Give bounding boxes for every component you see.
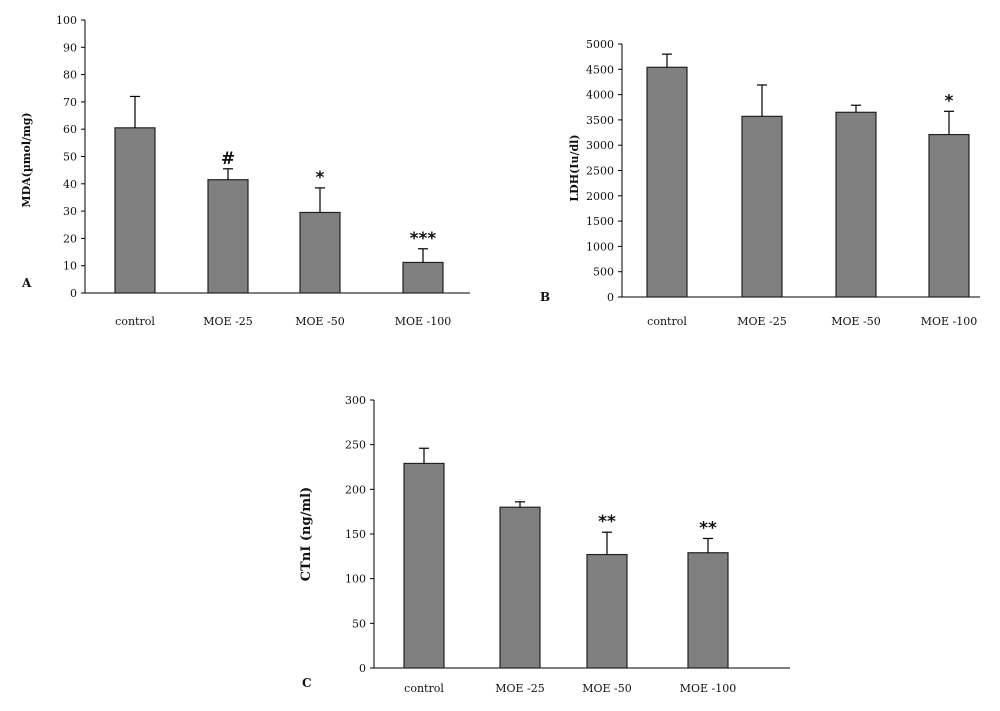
chart-c-category-label-0: control <box>404 682 444 695</box>
chart-b-y-tick-label: 2000 <box>586 190 614 203</box>
chart-c-significance-2: ** <box>598 512 616 532</box>
chart-c-category-label-3: MOE -100 <box>680 682 737 695</box>
chart-a-y-tick-label: 20 <box>63 232 77 245</box>
chart-a-bar-3 <box>402 261 444 294</box>
chart-b-significance-3: * <box>945 91 954 111</box>
chart-a-category-label-1: MOE -25 <box>203 315 253 328</box>
chart-b-y-tick-label: 3500 <box>586 114 614 127</box>
chart-b-panel-label: B <box>540 290 550 304</box>
chart-b-category-label-1: MOE -25 <box>737 315 787 328</box>
chart-a-y-tick-label: 40 <box>63 178 77 191</box>
chart-c-bar-2 <box>586 553 628 669</box>
chart-c-y-tick-label: 150 <box>345 528 366 541</box>
chart-b-y-tick-label: 2500 <box>586 165 614 178</box>
chart-a-significance-3: *** <box>410 229 437 249</box>
chart-panel-b: 0 500 1000 1500 2000 2500 3000 3500 4000 4500 5000… <box>500 0 1000 340</box>
chart-c-category-label-1: MOE -25 <box>495 682 545 695</box>
chart-a-y-tick-label: 0 <box>70 287 77 300</box>
chart-b-category-label-2: MOE -50 <box>831 315 881 328</box>
chart-a-bar-2 <box>299 211 341 294</box>
chart-b-y-axis-label: LDH(Iu/dl) <box>568 134 581 201</box>
chart-a-significance-1: # <box>221 149 235 169</box>
chart-c-y-axis-label: CTnI (ng/ml) <box>299 487 314 581</box>
chart-a-y-tick-label: 80 <box>63 69 77 82</box>
chart-c-y-tick-label: 50 <box>352 617 366 630</box>
chart-a-panel-label: A <box>21 276 32 290</box>
chart-a-category-label-0: control <box>115 315 155 328</box>
chart-c-y-tick-label: 300 <box>345 394 366 407</box>
chart-c-y-tick-label: 100 <box>345 573 366 586</box>
chart-b-y-tick-label: 500 <box>593 266 614 279</box>
chart-panel-c: 0 50 100 150 200 250 300 control MOE -25 ** MOE -5… <box>250 380 810 707</box>
chart-a-category-label-3: MOE -100 <box>395 315 452 328</box>
chart-a-y-axis-label: MDA(µmol/mg) <box>20 112 33 207</box>
chart-c-y-tick-label: 0 <box>359 662 366 675</box>
chart-b-category-label-3: MOE -100 <box>921 315 978 328</box>
chart-b-svg: 0 500 1000 1500 2000 2500 3000 3500 4000 4500 5000… <box>540 38 980 328</box>
chart-c-svg: 0 50 100 150 200 250 300 control MOE -25 ** MOE -5… <box>299 394 790 695</box>
chart-c-y-tick-label: 200 <box>345 483 366 496</box>
chart-a-svg: 0 10 20 30 40 50 60 70 80 90 100 control # MOE -25 * MO… <box>20 14 470 328</box>
chart-b-category-label-0: control <box>647 315 687 328</box>
chart-c-bar-1 <box>499 506 541 669</box>
chart-a-y-tick-label: 90 <box>63 41 77 54</box>
chart-b-bar-0 <box>646 66 688 298</box>
chart-c-panel-label: C <box>302 676 312 690</box>
chart-c-y-tick-label: 250 <box>345 439 366 452</box>
chart-b-y-tick-label: 1000 <box>586 240 614 253</box>
chart-a-bar-1 <box>207 179 249 294</box>
chart-a-significance-2: * <box>316 168 325 188</box>
chart-panel-a: 0 10 20 30 40 50 60 70 80 90 100 control # MOE -25 * MO… <box>0 0 500 340</box>
chart-a-y-tick-label: 30 <box>63 205 77 218</box>
chart-b-bar-2 <box>835 111 877 298</box>
chart-a-y-tick-label: 70 <box>63 96 77 109</box>
chart-b-y-tick-label: 4000 <box>586 89 614 102</box>
chart-b-y-tick-label: 1500 <box>586 215 614 228</box>
chart-a-bar-0 <box>114 127 156 294</box>
chart-b-y-tick-label: 4500 <box>586 63 614 76</box>
chart-b-bar-1 <box>741 115 783 298</box>
chart-a-y-tick-label: 60 <box>63 123 77 136</box>
chart-a-y-tick-label: 50 <box>63 151 77 164</box>
chart-c-significance-3: ** <box>699 518 717 538</box>
chart-a-y-tick-label: 10 <box>63 260 77 273</box>
chart-a-category-label-2: MOE -50 <box>295 315 345 328</box>
chart-c-bar-3 <box>687 552 729 669</box>
chart-c-bar-0 <box>403 462 445 669</box>
chart-a-y-tick-label: 100 <box>56 14 77 27</box>
chart-b-y-tick-label: 0 <box>607 291 614 304</box>
chart-b-y-tick-label: 5000 <box>586 38 614 51</box>
chart-b-y-tick-label: 3000 <box>586 139 614 152</box>
chart-c-category-label-2: MOE -50 <box>582 682 632 695</box>
chart-b-bar-3 <box>928 133 970 298</box>
